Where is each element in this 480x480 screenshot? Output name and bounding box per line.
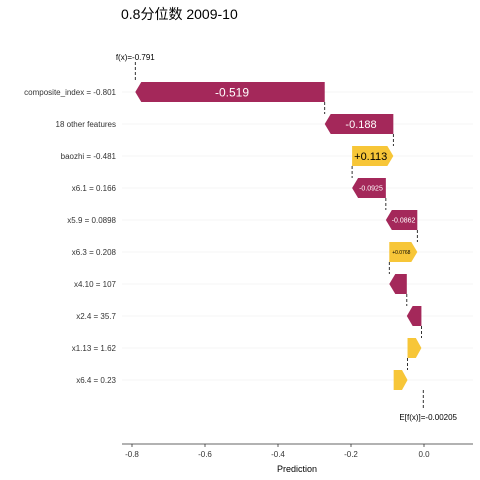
bar-negative xyxy=(406,306,422,326)
x-tick-label: -0.8 xyxy=(125,450,139,459)
feature-label: x6.4 = 0.23 xyxy=(76,376,116,385)
feature-label: x5.9 = 0.0898 xyxy=(67,216,116,225)
bar-positive xyxy=(389,242,418,262)
x-axis-label: Prediction xyxy=(277,464,317,474)
x-tick-label: -0.4 xyxy=(271,450,285,459)
feature-label: composite_index = -0.801 xyxy=(24,88,116,97)
bar-value-label: -0.0862 xyxy=(392,218,416,225)
feature-labels: composite_index = -0.801 18 other feature… xyxy=(24,88,116,385)
bar-positive xyxy=(352,146,394,166)
x-tick-label: -0.2 xyxy=(344,450,358,459)
bar-value-label: -0.0925 xyxy=(359,186,383,193)
base-value-annotation: E[f(x)]=-0.00205 xyxy=(399,413,457,422)
feature-label: 18 other features xyxy=(56,120,116,129)
feature-label: x6.1 = 0.166 xyxy=(72,184,117,193)
chart-title: 0.8分位数 2009-10 xyxy=(121,6,238,22)
bar-value-label: +0.113 xyxy=(354,151,387,163)
bar-negative xyxy=(385,210,418,230)
x-tick-label: 0.0 xyxy=(418,450,430,459)
bar-negative xyxy=(389,274,407,294)
bar-negative xyxy=(324,114,394,134)
feature-label: x6.3 = 0.208 xyxy=(72,248,117,257)
final-value-annotation: f(x)=-0.791 xyxy=(116,53,155,62)
feature-label: x2.4 = 35.7 xyxy=(76,312,116,321)
x-tick-label: -0.6 xyxy=(198,450,212,459)
gridlines xyxy=(122,91,473,381)
bar-value-label: -0.519 xyxy=(215,85,249,99)
bar-value-label: +0.0768 xyxy=(392,250,410,256)
bar-positive xyxy=(393,370,408,390)
bar-negative xyxy=(135,82,325,102)
feature-label: x4.10 = 107 xyxy=(74,280,117,289)
feature-label: x1.13 = 1.62 xyxy=(72,344,117,353)
feature-label: baozhi = -0.481 xyxy=(61,152,117,161)
bars: -0.519 -0.188 +0.113 -0.0925 -0.0862 +0.0768 xyxy=(134,62,424,409)
x-axis: -0.8 -0.6 -0.4 -0.2 0.0 xyxy=(122,443,473,459)
bar-positive xyxy=(407,338,422,358)
bar-value-label: -0.188 xyxy=(345,119,376,131)
bar-negative xyxy=(352,178,386,198)
